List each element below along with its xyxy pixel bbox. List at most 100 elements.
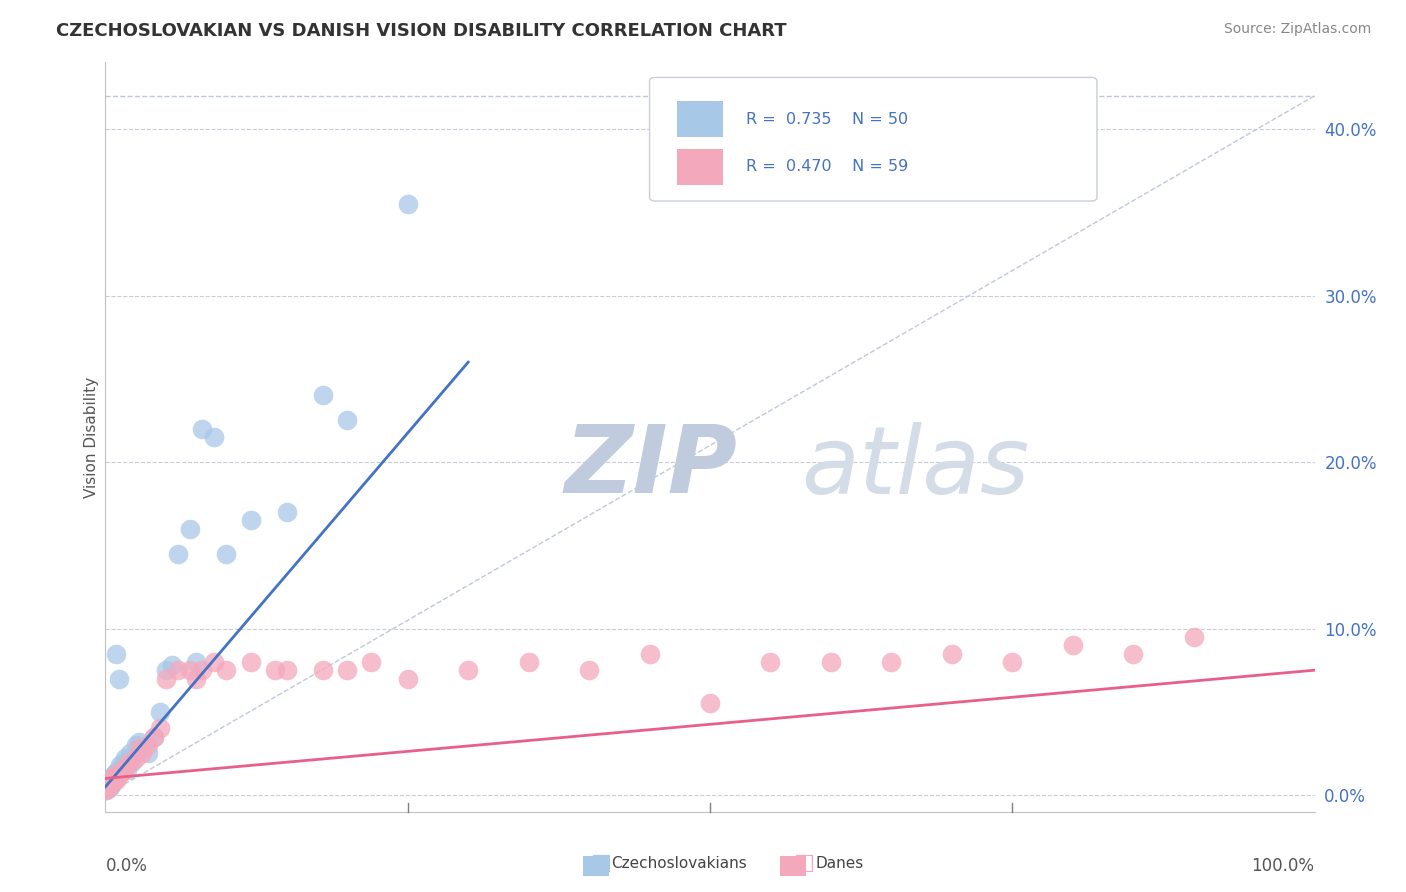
Point bbox=[179, 522, 201, 536]
Point bbox=[396, 197, 419, 211]
Text: Source: ZipAtlas.com: Source: ZipAtlas.com bbox=[1223, 22, 1371, 37]
Point bbox=[101, 773, 124, 788]
Point bbox=[97, 778, 120, 792]
Point bbox=[121, 755, 143, 769]
Bar bbox=[678, 102, 723, 137]
Point bbox=[96, 778, 118, 792]
Point bbox=[100, 776, 122, 790]
Point bbox=[100, 778, 122, 792]
Point bbox=[263, 663, 285, 677]
Point bbox=[96, 780, 118, 794]
Point bbox=[110, 764, 132, 779]
Text: CZECHOSLOVAKIAN VS DANISH VISION DISABILITY CORRELATION CHART: CZECHOSLOVAKIAN VS DANISH VISION DISABIL… bbox=[56, 22, 787, 40]
Point bbox=[105, 647, 128, 661]
Point bbox=[94, 783, 117, 797]
Point bbox=[100, 773, 122, 788]
Point bbox=[136, 738, 159, 752]
Text: ZIP: ZIP bbox=[565, 421, 738, 513]
Text: □: □ bbox=[794, 854, 815, 873]
Point bbox=[1001, 655, 1024, 669]
Point bbox=[155, 672, 177, 686]
Point bbox=[202, 430, 225, 444]
Point bbox=[101, 774, 124, 789]
Point bbox=[97, 781, 120, 796]
Point bbox=[104, 768, 127, 782]
Point bbox=[820, 655, 842, 669]
Point bbox=[101, 774, 124, 789]
Point bbox=[1122, 647, 1144, 661]
Point bbox=[336, 663, 359, 677]
Point bbox=[1062, 638, 1084, 652]
Point bbox=[97, 776, 120, 790]
Point bbox=[98, 774, 121, 789]
Point bbox=[880, 655, 903, 669]
Point bbox=[336, 413, 359, 427]
Point bbox=[186, 672, 208, 686]
Point bbox=[160, 658, 183, 673]
Point bbox=[638, 647, 661, 661]
Point bbox=[759, 655, 782, 669]
Text: R =  0.470    N = 59: R = 0.470 N = 59 bbox=[747, 159, 908, 174]
Point bbox=[98, 773, 121, 788]
Point bbox=[202, 655, 225, 669]
Point bbox=[103, 770, 125, 784]
Point bbox=[457, 663, 479, 677]
Point bbox=[136, 747, 159, 761]
Point bbox=[107, 770, 129, 784]
Point bbox=[108, 766, 131, 780]
Point bbox=[128, 735, 150, 749]
Point bbox=[103, 772, 125, 786]
Point bbox=[114, 751, 136, 765]
Point bbox=[155, 663, 177, 677]
Point bbox=[1182, 630, 1205, 644]
Point bbox=[131, 747, 153, 761]
Point bbox=[96, 780, 118, 794]
Point bbox=[941, 647, 963, 661]
Point bbox=[125, 738, 148, 752]
Y-axis label: Vision Disability: Vision Disability bbox=[83, 376, 98, 498]
Point bbox=[215, 663, 238, 677]
Point bbox=[96, 780, 118, 794]
Point bbox=[97, 778, 120, 792]
Point bbox=[312, 663, 335, 677]
Point bbox=[98, 774, 121, 789]
Point bbox=[131, 741, 153, 756]
Point bbox=[96, 781, 118, 796]
Point bbox=[191, 663, 214, 677]
Point bbox=[276, 505, 298, 519]
Point bbox=[125, 751, 148, 765]
Point bbox=[107, 672, 129, 686]
Point bbox=[142, 730, 165, 744]
Point bbox=[96, 781, 118, 796]
Point bbox=[96, 780, 118, 794]
Point bbox=[191, 422, 214, 436]
Point bbox=[142, 730, 165, 744]
Point bbox=[115, 758, 138, 772]
Point bbox=[96, 781, 118, 796]
Point bbox=[239, 513, 262, 527]
Point bbox=[578, 663, 600, 677]
Point bbox=[149, 705, 172, 719]
Point bbox=[312, 388, 335, 402]
Point bbox=[97, 781, 120, 796]
Point bbox=[118, 747, 141, 761]
Point bbox=[105, 773, 128, 788]
Text: 100.0%: 100.0% bbox=[1251, 856, 1315, 875]
Point bbox=[115, 763, 138, 777]
Point bbox=[97, 776, 120, 790]
Point bbox=[167, 547, 190, 561]
Text: □: □ bbox=[591, 854, 612, 873]
Point bbox=[179, 663, 201, 677]
Point bbox=[118, 755, 141, 769]
Point bbox=[396, 672, 419, 686]
Text: Danes: Danes bbox=[815, 856, 863, 871]
Point bbox=[97, 780, 120, 794]
Point bbox=[97, 778, 120, 792]
Point bbox=[100, 772, 122, 786]
Point bbox=[107, 763, 129, 777]
Point bbox=[98, 780, 121, 794]
Point bbox=[104, 772, 127, 786]
Point bbox=[97, 781, 120, 796]
Point bbox=[128, 741, 150, 756]
Point bbox=[103, 766, 125, 780]
